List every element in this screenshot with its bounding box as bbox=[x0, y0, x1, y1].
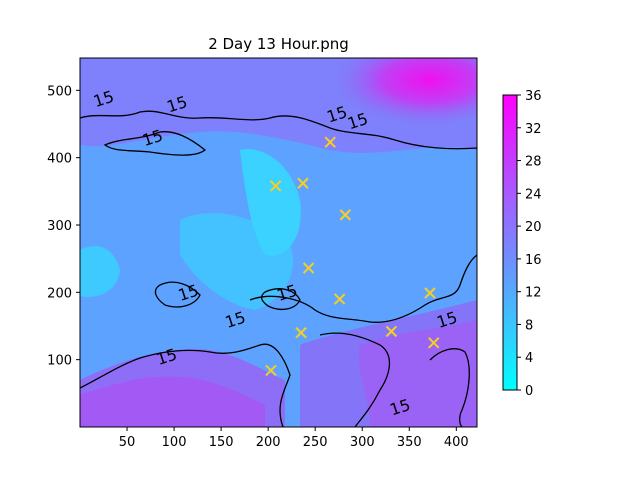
field-right-mid bbox=[358, 320, 477, 427]
x-tick-label: 300 bbox=[350, 435, 375, 450]
x-tick-label: 150 bbox=[209, 435, 234, 450]
x-tick-label: 100 bbox=[162, 435, 187, 450]
colorbar-tick-label: 12 bbox=[525, 286, 542, 301]
marker-x bbox=[265, 364, 277, 377]
markers bbox=[265, 136, 440, 377]
colorbar-tick-label: 0 bbox=[525, 384, 533, 399]
colorbar-tick-label: 28 bbox=[525, 155, 542, 170]
chart-title: 2 Day 13 Hour.png bbox=[208, 35, 349, 53]
x-axis: 50 100 150 200 250 300 350 400 bbox=[119, 427, 469, 450]
colorbar-tick-label: 36 bbox=[525, 89, 542, 104]
axes-frame bbox=[79, 57, 478, 428]
marker-x bbox=[324, 136, 336, 148]
field-cyan-center-2 bbox=[240, 149, 301, 256]
marker-x bbox=[428, 337, 440, 349]
marker-x bbox=[302, 262, 315, 274]
colorbar-tick-label: 16 bbox=[525, 253, 542, 268]
colorbar-tick-label: 24 bbox=[525, 187, 542, 202]
field-cyan-left bbox=[80, 246, 120, 297]
plot-area bbox=[80, 58, 477, 427]
contour-lines bbox=[80, 110, 477, 427]
marker-x bbox=[269, 180, 282, 192]
y-tick-label: 100 bbox=[47, 354, 72, 369]
marker-x bbox=[295, 327, 307, 339]
x-tick-label: 200 bbox=[256, 435, 281, 450]
colorbar bbox=[503, 95, 517, 390]
marker-x bbox=[339, 209, 352, 221]
x-tick-label: 350 bbox=[397, 435, 422, 450]
x-tick-label: 250 bbox=[303, 435, 328, 450]
colorbar-tick-label: 20 bbox=[525, 220, 542, 235]
colorbar-ticks: 0 4 8 12 16 20 24 28 32 36 bbox=[517, 89, 542, 399]
marker-x bbox=[297, 177, 309, 189]
colorbar-frame bbox=[502, 94, 518, 391]
colorbar-tick-label: 32 bbox=[525, 122, 542, 137]
y-tick-label: 400 bbox=[47, 152, 72, 167]
field-hotspot-top bbox=[335, 58, 477, 125]
marker-x bbox=[333, 293, 346, 305]
colorbar-tick-label: 4 bbox=[525, 351, 533, 366]
y-axis: 100 200 300 400 500 bbox=[47, 84, 80, 369]
marker-x bbox=[424, 287, 436, 299]
y-tick-label: 500 bbox=[47, 84, 72, 99]
x-tick-label: 400 bbox=[444, 435, 469, 450]
y-tick-label: 300 bbox=[47, 219, 72, 234]
marker-x bbox=[385, 325, 398, 338]
x-tick-label: 50 bbox=[119, 435, 136, 450]
colorbar-tick-label: 8 bbox=[525, 318, 533, 333]
field-lower-left-2 bbox=[80, 376, 265, 427]
y-tick-label: 200 bbox=[47, 286, 72, 301]
